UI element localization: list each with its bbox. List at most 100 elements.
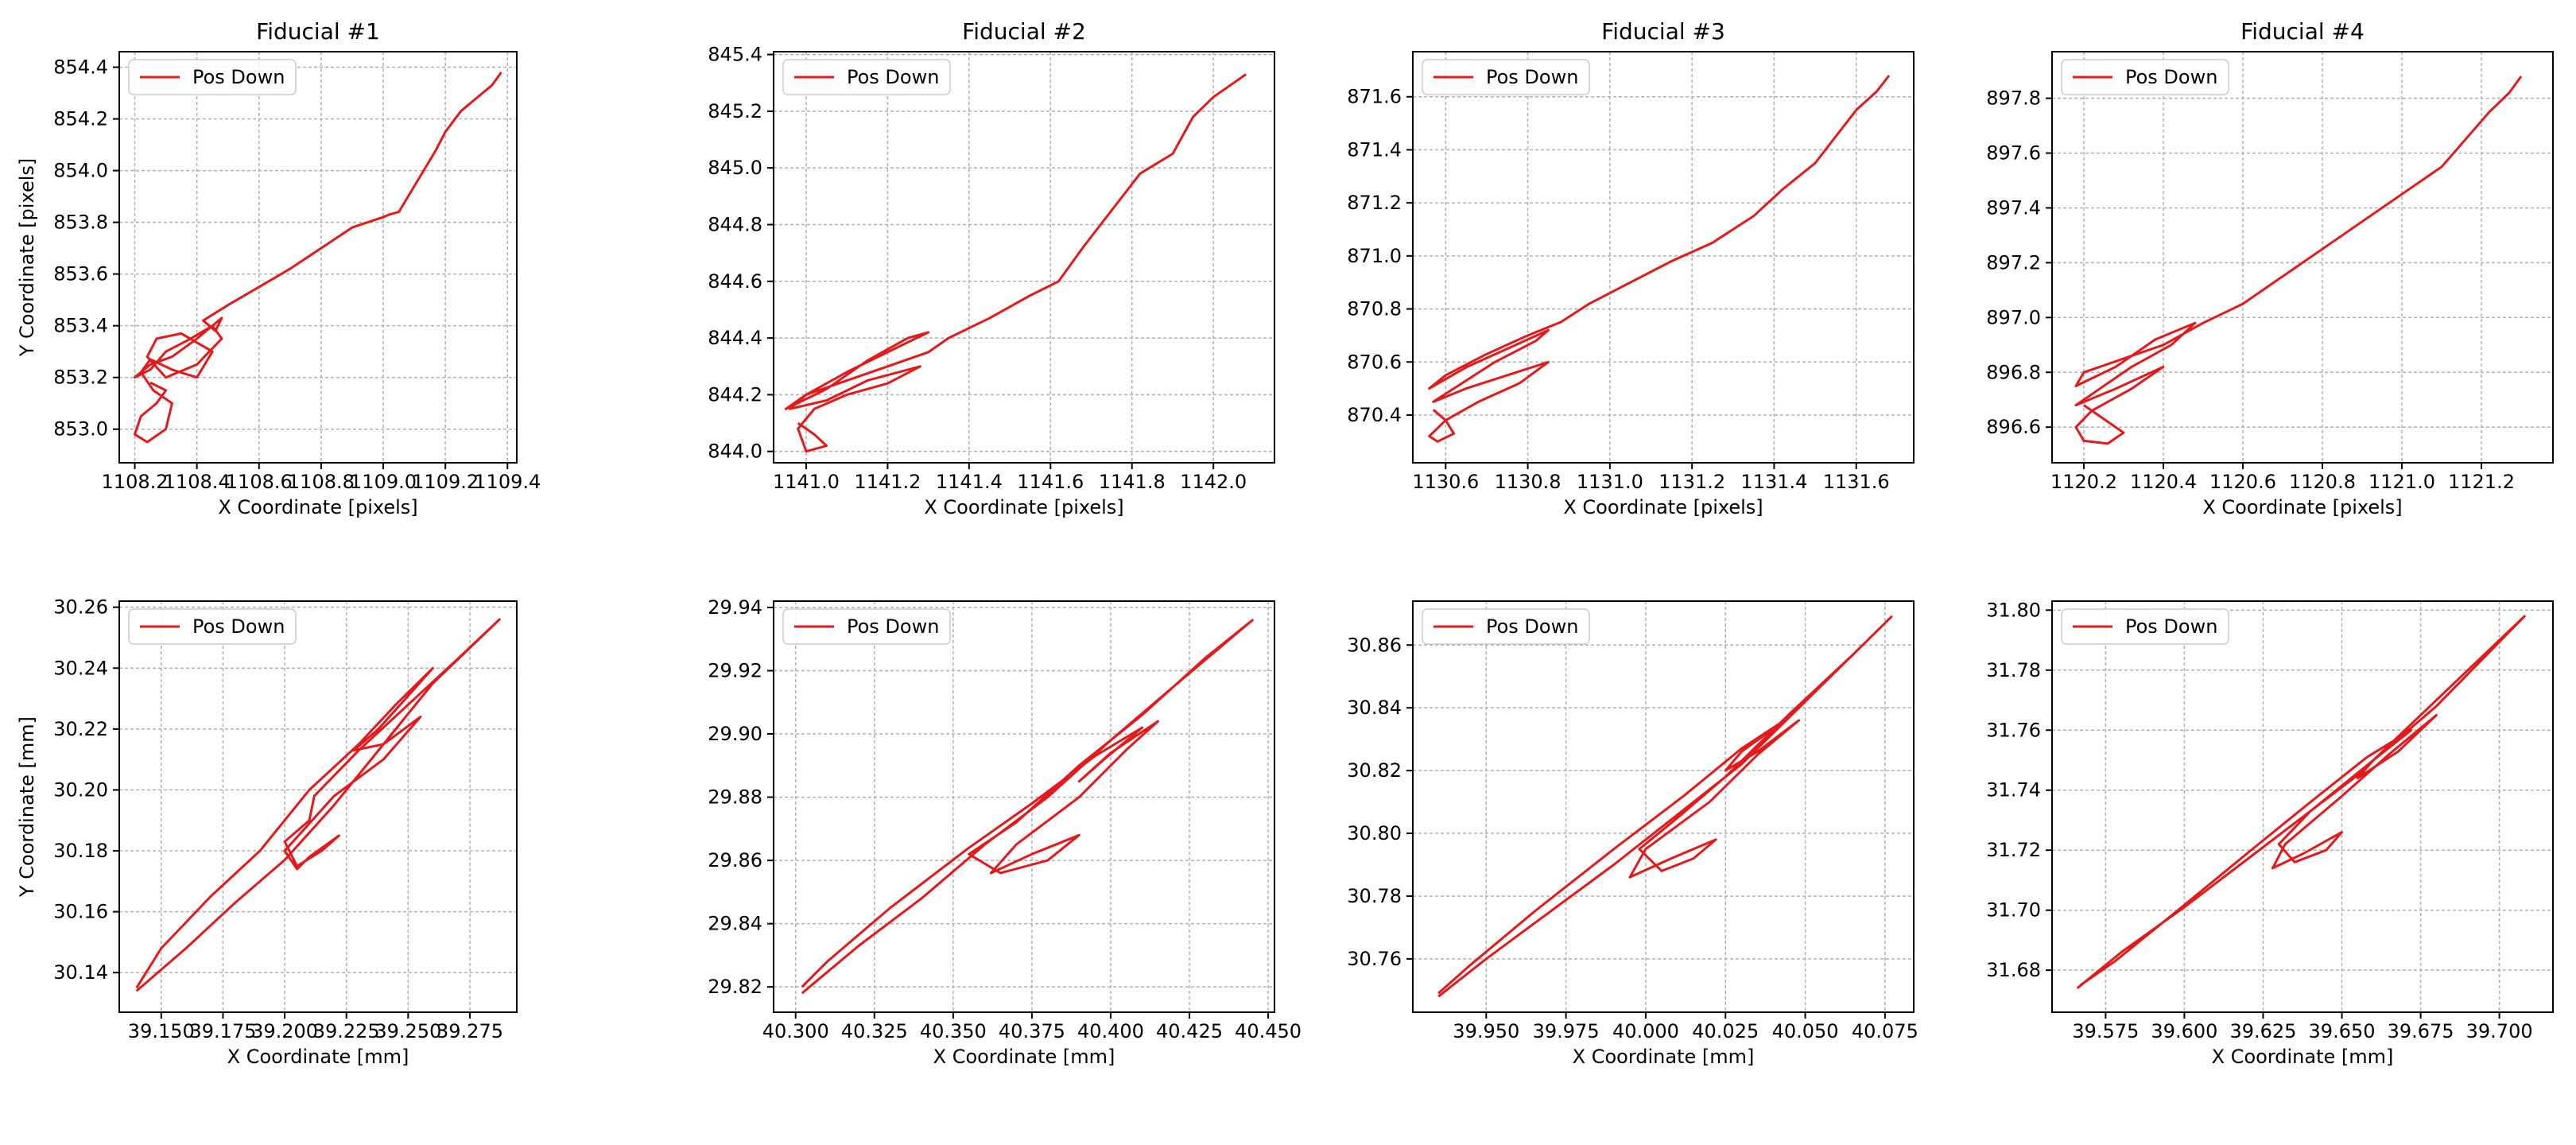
legend-label: Pos Down (1486, 66, 1578, 88)
y-tick-label: 30.24 (53, 657, 108, 679)
x-tick-label: 39.975 (1533, 1020, 1600, 1042)
y-tick-label: 854.2 (53, 108, 108, 130)
x-tick-label: 39.650 (2309, 1020, 2376, 1042)
x-axis-label: X Coordinate [mm] (933, 1046, 1115, 1068)
y-tick-label: 30.78 (1347, 885, 1402, 907)
subplot-7: 39.950 39.975 40.000 40.025 40.050 40.075 30.7… (1347, 600, 1918, 1068)
axes-frame (118, 600, 518, 1013)
y-tick-label: 897.4 (1986, 196, 2041, 219)
series-line (2076, 615, 2526, 989)
axes-frame (773, 51, 1275, 464)
y-tick-label: 845.0 (708, 157, 762, 179)
x-tick-label: 1120.6 (2209, 471, 2276, 493)
x-tick-label: 39.250 (374, 1020, 441, 1042)
y-tick-label: 844.4 (708, 327, 762, 349)
y-tick-label: 31.68 (1986, 959, 2041, 981)
x-tick-label: 1109.4 (474, 471, 541, 493)
x-tick-label: 39.950 (1453, 1020, 1519, 1042)
x-tick-label: 1131.0 (1577, 471, 1643, 493)
y-tick-label: 897.0 (1986, 306, 2041, 328)
y-tick-label: 30.82 (1347, 759, 1402, 782)
series-line (801, 619, 1254, 995)
y-tick-label: 30.80 (1347, 822, 1402, 844)
legend-box (128, 608, 297, 645)
y-tick-label: 871.6 (1347, 86, 1402, 108)
x-tick-label: 1121.2 (2448, 471, 2515, 493)
x-tick-label: 1131.4 (1740, 471, 1807, 493)
x-tick-label: 1108.4 (164, 471, 231, 493)
x-tick-label: 1141.0 (773, 471, 840, 493)
x-tick-label: 1108.8 (288, 471, 355, 493)
x-axis-label: X Coordinate [pixels] (924, 496, 1123, 518)
x-tick-label: 1130.6 (1412, 471, 1479, 493)
x-tick-label: 39.150 (128, 1020, 195, 1042)
subplot-6: 40.300 40.325 40.350 40.375 40.400 40.425 40.4… (708, 596, 1302, 1068)
x-tick-label: 40.350 (920, 1020, 987, 1042)
x-tick-label: 40.375 (999, 1020, 1065, 1042)
x-tick-label: 1120.4 (2130, 471, 2197, 493)
x-tick-label: 1141.8 (1099, 471, 1166, 493)
y-tick-label: 896.6 (1986, 416, 2041, 438)
chart-title: Fiducial #1 (256, 18, 380, 45)
x-tick-label: 40.050 (1772, 1020, 1839, 1042)
x-tick-label: 1109.2 (412, 471, 479, 493)
legend-box (782, 59, 951, 95)
subplot-4: 1120.2 1120.4 1120.6 1120.8 1121.0 1121.2 896.… (1986, 18, 2554, 518)
y-tick-label: 30.20 (53, 778, 108, 801)
legend-label: Pos Down (847, 66, 939, 88)
y-tick-label: 844.8 (708, 213, 762, 235)
y-tick-label: 31.70 (1986, 899, 2041, 922)
series-line (1428, 75, 1891, 443)
x-tick-label: 1130.8 (1495, 471, 1562, 493)
y-tick-label: 871.0 (1347, 245, 1402, 267)
y-tick-label: 845.2 (708, 100, 762, 122)
x-tick-label: 39.675 (2388, 1020, 2454, 1042)
legend-box (1422, 59, 1590, 95)
x-tick-label: 40.300 (762, 1020, 829, 1042)
legend-box (2061, 608, 2229, 645)
legend: Pos Down (1422, 608, 1590, 645)
x-tick-label: 1120.8 (2289, 471, 2356, 493)
y-tick-label: 30.22 (53, 718, 108, 740)
y-tick-label: 29.90 (708, 723, 762, 745)
legend-label: Pos Down (2125, 615, 2217, 638)
x-tick-label: 1120.2 (2050, 471, 2117, 493)
chart-title: Fiducial #4 (2240, 18, 2365, 45)
legend-box (1422, 608, 1590, 645)
x-tick-label: 1141.2 (854, 471, 921, 493)
y-axis-label: Y Coordinate [pixels] (16, 158, 38, 358)
axes-frame (2051, 600, 2554, 1013)
legend-box (782, 608, 951, 645)
legend: Pos Down (2061, 59, 2229, 95)
subplot-3: 1130.6 1130.8 1131.0 1131.2 1131.4 1131.6 870.… (1347, 18, 1915, 518)
legend-box (128, 59, 297, 95)
y-tick-label: 29.94 (708, 596, 762, 619)
x-tick-label: 39.575 (2072, 1020, 2139, 1042)
y-tick-label: 31.80 (1986, 599, 2041, 621)
legend: Pos Down (782, 608, 951, 645)
y-tick-label: 31.78 (1986, 659, 2041, 681)
x-tick-label: 39.200 (251, 1020, 318, 1042)
y-tick-label: 853.0 (53, 418, 108, 441)
subplot-1: 1108.21108.41108.61108.81109.01109.21109… (16, 18, 541, 518)
x-axis-label: X Coordinate [pixels] (1563, 496, 1763, 518)
legend: Pos Down (1422, 59, 1590, 95)
y-tick-label: 896.8 (1986, 361, 2041, 383)
y-tick-label: 844.2 (708, 383, 762, 406)
y-tick-label: 31.76 (1986, 719, 2041, 741)
series-line (784, 73, 1247, 453)
y-tick-label: 29.88 (708, 786, 762, 809)
legend: Pos Down (128, 59, 297, 95)
x-tick-label: 40.025 (1692, 1020, 1759, 1042)
y-tick-label: 897.2 (1986, 251, 2041, 274)
legend-box (2061, 59, 2229, 95)
y-tick-label: 853.6 (53, 263, 108, 285)
y-tick-label: 845.4 (708, 44, 762, 66)
x-tick-label: 39.700 (2466, 1020, 2533, 1042)
legend-label: Pos Down (1486, 615, 1578, 638)
y-tick-label: 871.4 (1347, 138, 1402, 161)
y-tick-label: 854.4 (53, 56, 108, 79)
y-tick-label: 30.86 (1347, 634, 1402, 656)
